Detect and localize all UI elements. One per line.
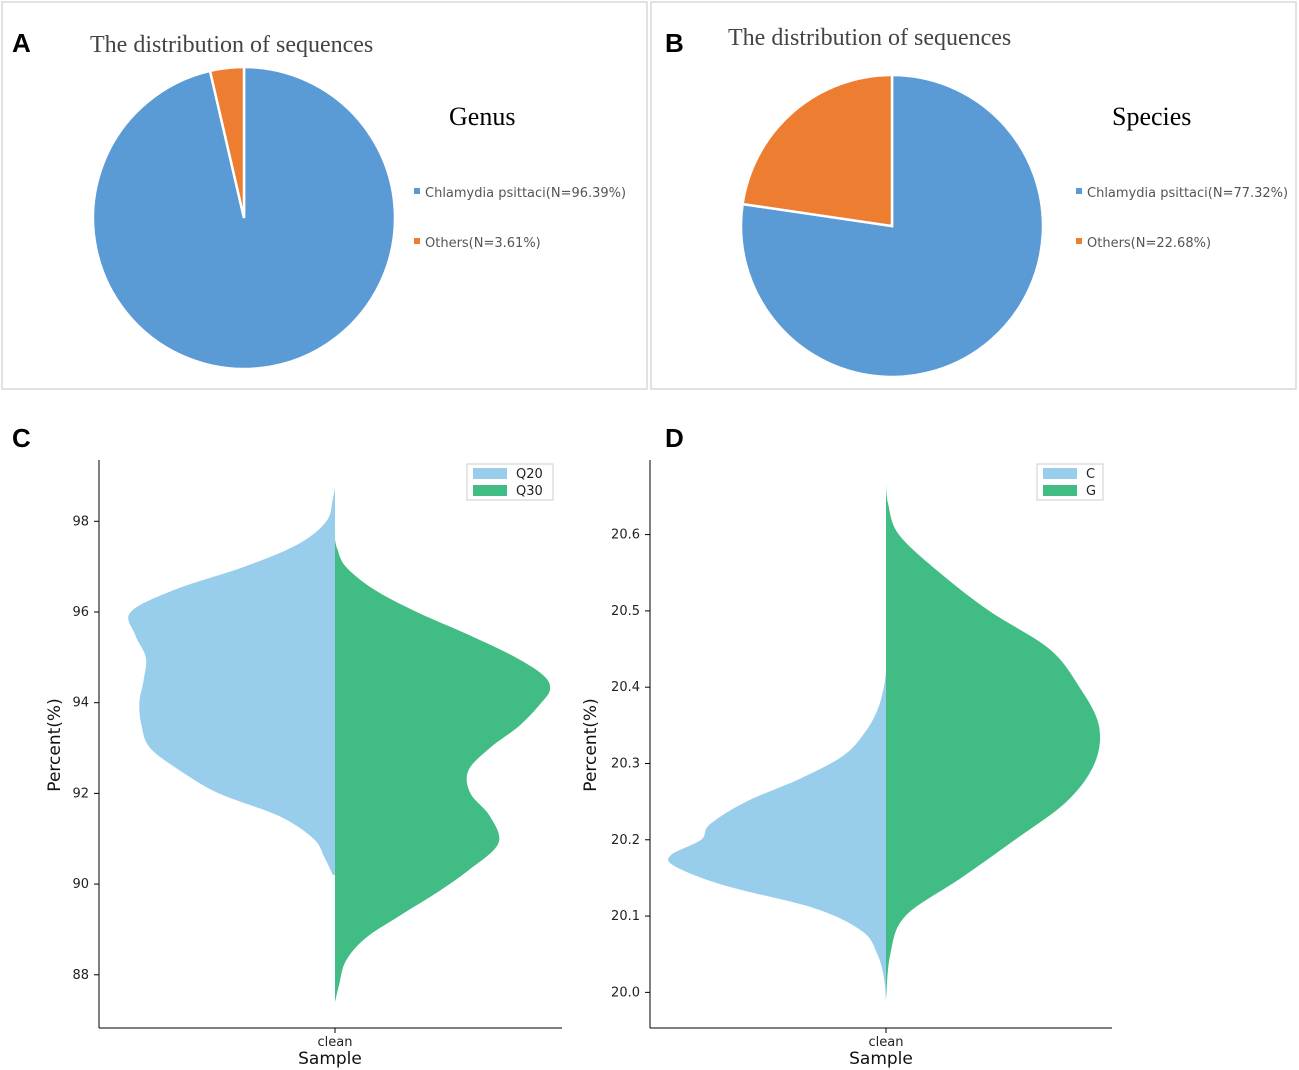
violin-c-violin-q20 (128, 487, 335, 876)
violin-d-y-tick-label: 20.3 (611, 756, 640, 771)
violin-c-legend-swatch-1 (473, 485, 507, 496)
violin-c-y-tick-label: 94 (72, 696, 89, 711)
pie-b-legend-swatch-0 (1076, 188, 1082, 194)
violin-c-violin-q30 (335, 539, 551, 1002)
violin-d-y-tick-label: 20.6 (611, 528, 640, 543)
violin-c-y-tick-label: 92 (72, 786, 89, 801)
violin-d-x-label: Sample (849, 1049, 913, 1069)
violin-c-x-tick-label: clean (318, 1035, 353, 1050)
pie-b-legend-label-0: Chlamydia psittaci(N=77.32%) (1087, 186, 1288, 201)
violin-d-legend-swatch-1 (1043, 485, 1077, 496)
violin-d-legend-label-1: G (1086, 484, 1096, 499)
violin-c-y-tick-label: 90 (72, 877, 89, 892)
pie-a-subtitle: Genus (449, 102, 515, 131)
pie-a-slice-1 (208, 65, 246, 219)
violin-c-legend-label-1: Q30 (516, 484, 543, 499)
pie-a-legend-swatch-1 (414, 238, 420, 244)
violin-c-x-label: Sample (298, 1049, 362, 1069)
pie-chart-genus: The distribution of sequences Genus Chla… (90, 32, 626, 371)
violin-c-legend-swatch-0 (473, 468, 507, 479)
violin-c-y-label: Percent(%) (45, 698, 65, 791)
violin-d-violin-c (668, 671, 886, 1000)
panel-b-frame (650, 1, 1297, 390)
panel-letter-d: D (665, 423, 684, 453)
pie-b-slice-0 (739, 73, 1045, 379)
violin-c-y-tick-label: 96 (72, 605, 89, 620)
violin-d-legend-label-0: C (1086, 467, 1095, 482)
violin-d-y-tick-label: 20.0 (611, 985, 640, 1000)
violin-chart-gc: 20.0 20.1 20.2 20.3 20.4 20.5 20.6 clean Sampl… (581, 460, 1112, 1069)
pie-a-legend-label-0: Chlamydia psittaci(N=96.39%) (425, 186, 626, 201)
panel-letter-a: A (12, 28, 31, 58)
pie-chart-species: The distribution of sequences Species Ch… (728, 25, 1288, 379)
violin-d-x-tick-label: clean (869, 1035, 904, 1050)
pie-b-legend-label-1: Others(N=22.68%) (1087, 236, 1211, 251)
violin-d-y-tick-label: 20.4 (611, 680, 640, 695)
violin-d-legend: C G (1036, 463, 1104, 501)
pie-b-slice-1 (741, 73, 894, 228)
panel-letter-c: C (12, 423, 31, 453)
violin-c-y-tick-label: 88 (72, 968, 89, 983)
violin-d-y-tick-label: 20.2 (611, 833, 640, 848)
pie-a-legend-swatch-0 (414, 188, 420, 194)
pie-b-title: The distribution of sequences (728, 25, 1011, 51)
violin-d-legend-swatch-0 (1043, 468, 1077, 479)
panel-letter-b: B (665, 28, 684, 58)
pie-a-title: The distribution of sequences (90, 32, 373, 58)
violin-chart-quality: 88 90 92 94 96 98 clean Sample Percent(%) Q20… (45, 460, 562, 1069)
panel-a-frame (1, 1, 648, 390)
violin-d-violin-g (886, 485, 1101, 1000)
violin-c-legend: Q20 Q30 (466, 463, 554, 501)
violin-d-y-label: Percent(%) (581, 698, 601, 791)
pie-b-legend-swatch-1 (1076, 238, 1082, 244)
pie-a-legend-label-1: Others(N=3.61%) (425, 236, 541, 251)
violin-c-y-tick-label: 98 (72, 514, 89, 529)
violin-d-y-tick-label: 20.1 (611, 909, 640, 924)
violin-d-y-tick-label: 20.5 (611, 604, 640, 619)
violin-c-legend-label-0: Q20 (516, 467, 543, 482)
pie-b-subtitle: Species (1112, 102, 1191, 131)
